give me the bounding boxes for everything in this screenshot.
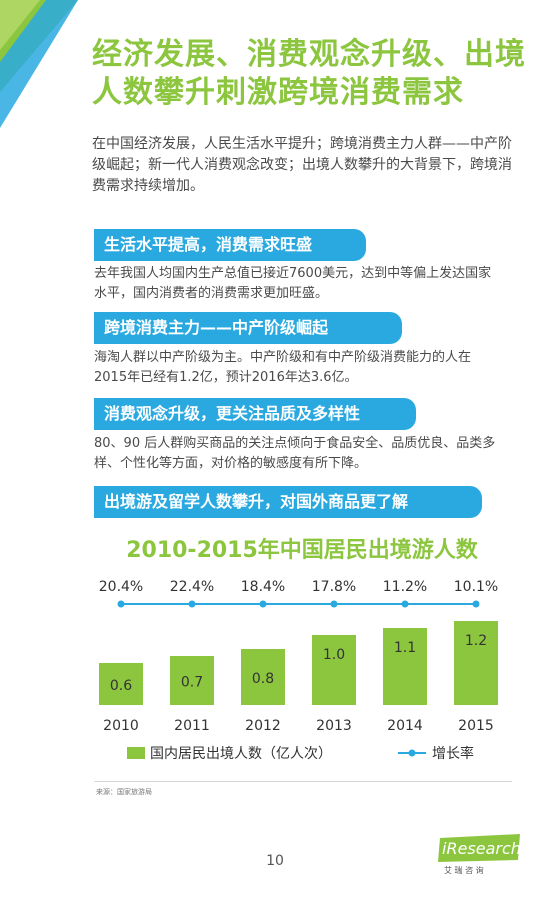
bar-2010 bbox=[99, 663, 143, 705]
section-body-3: 80、90 后人群购买商品的关注点倾向于食品安全、品质优良、品类多样、个性化等方… bbox=[94, 436, 496, 471]
bar-2011 bbox=[170, 656, 214, 705]
bar-2014 bbox=[383, 628, 427, 705]
growth-point-2014 bbox=[401, 600, 409, 608]
section-body-2: 海淘人群以中产阶级为主。中产阶级和有中产阶级消费能力的人在2015年已经有1.2… bbox=[94, 350, 472, 385]
legend-bar-swatch bbox=[127, 747, 145, 759]
page-number: 10 bbox=[266, 853, 284, 869]
section-body-1: 去年我国人均国内生产总值已接近7600美元，达到中等偏上发达国家水平，国内消费者… bbox=[94, 266, 492, 301]
x-tick-2015: 2015 bbox=[458, 718, 494, 734]
growth-point-2010 bbox=[117, 600, 125, 608]
x-tick-2014: 2014 bbox=[387, 718, 423, 734]
chart-title: 2010-2015年中国居民出境游人数 bbox=[126, 538, 478, 563]
source-note: 来源：国家旅游局 bbox=[96, 788, 152, 796]
bar-2015 bbox=[454, 621, 498, 705]
growth-label-2012: 18.4% bbox=[241, 579, 285, 595]
legend-bar-label: 国内居民出境人数（亿人次） bbox=[150, 746, 332, 762]
growth-point-2012 bbox=[259, 600, 267, 608]
bar-2012 bbox=[241, 649, 285, 705]
x-tick-2012: 2012 bbox=[245, 718, 281, 734]
x-tick-2011: 2011 bbox=[174, 718, 210, 734]
x-tick-2013: 2013 bbox=[316, 718, 352, 734]
growth-label-2011: 22.4% bbox=[170, 579, 214, 595]
growth-point-2013 bbox=[330, 600, 338, 608]
section-heading-3: 消费观念升级，更关注品质及多样性 bbox=[94, 398, 416, 430]
legend-line-label: 增长率 bbox=[432, 745, 474, 762]
growth-label-2014: 11.2% bbox=[383, 579, 427, 595]
corner-decoration bbox=[0, 0, 78, 128]
growth-point-2011 bbox=[188, 600, 196, 608]
page-title: 经济发展、消费观念升级、出境人数攀升刺激跨境消费需求 bbox=[92, 37, 526, 110]
logo-text: iResearch bbox=[442, 839, 521, 858]
section-heading-2: 跨境消费主力——中产阶级崛起 bbox=[94, 312, 402, 344]
bar-label-2012: 0.8 bbox=[252, 671, 274, 687]
section-heading-4: 出境游及留学人数攀升，对国外商品更了解 bbox=[94, 486, 482, 518]
bar-label-2015: 1.2 bbox=[465, 633, 487, 649]
growth-label-2010: 20.4% bbox=[99, 579, 143, 595]
growth-label-2015: 10.1% bbox=[454, 579, 498, 595]
growth-label-2013: 17.8% bbox=[312, 579, 356, 595]
divider bbox=[94, 781, 512, 782]
bar-label-2010: 0.6 bbox=[110, 678, 132, 694]
logo-subtext: 艾 瑞 咨 询 bbox=[444, 866, 484, 875]
bar-label-2014: 1.1 bbox=[394, 640, 416, 656]
travel-chart: 0.6 2010 20.4% 0.7 2011 22.4% 0.8 2012 18.4% 1.0 2… bbox=[99, 579, 498, 762]
bar-label-2011: 0.7 bbox=[181, 675, 203, 691]
growth-point-2015 bbox=[472, 600, 480, 608]
legend-line-marker bbox=[408, 749, 416, 757]
section-heading-1: 生活水平提高，消费需求旺盛 bbox=[94, 229, 366, 261]
bar-2013 bbox=[312, 635, 356, 705]
x-tick-2010: 2010 bbox=[103, 718, 139, 734]
iresearch-logo: iResearch 艾 瑞 咨 询 bbox=[436, 834, 524, 880]
bar-label-2013: 1.0 bbox=[323, 647, 345, 663]
intro-paragraph: 在中国经济发展，人民生活水平提升；跨境消费主力人群——中产阶级崛起；新一代人消费… bbox=[92, 136, 512, 194]
